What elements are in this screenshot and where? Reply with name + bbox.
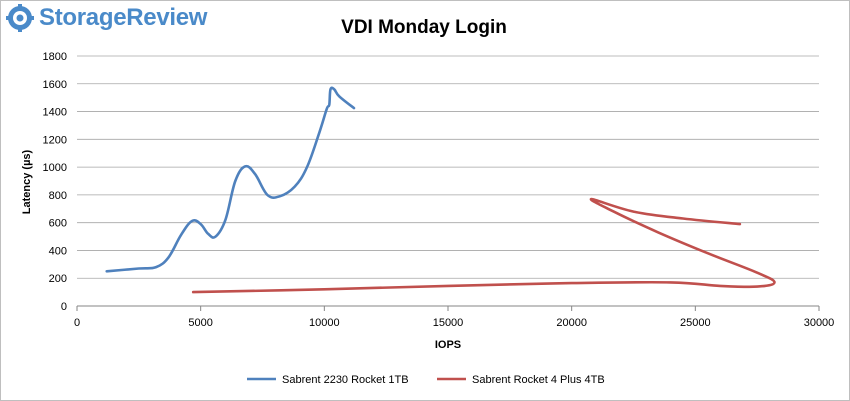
series-line-2 [191, 197, 776, 294]
x-tick-label: 10000 [309, 317, 340, 329]
y-tick-label: 1800 [43, 51, 67, 63]
y-tick-label: 600 [49, 218, 67, 230]
grid [77, 55, 819, 279]
logo: StorageReview [6, 4, 207, 32]
series-line-1 [105, 86, 356, 273]
y-tick-label: 0 [61, 301, 67, 313]
y-tick-label: 1000 [43, 162, 67, 174]
series-lines [105, 86, 776, 294]
axes: 0 200 400 600 800 1000 1200 1400 1600 1800 0 5000 10… [43, 51, 835, 329]
legend-label-1: Sabrent 2230 Rocket 1TB [282, 374, 409, 386]
x-tick-label: 30000 [804, 317, 835, 329]
logo-text: StorageReview [39, 4, 208, 31]
y-tick-label: 200 [49, 273, 67, 285]
x-tick-label: 5000 [188, 317, 212, 329]
x-tick-label: 25000 [680, 317, 711, 329]
y-tick-label: 1400 [43, 107, 67, 119]
legend-label-2: Sabrent Rocket 4 Plus 4TB [472, 374, 605, 386]
y-tick-label: 1200 [43, 134, 67, 146]
x-tick-label: 20000 [556, 317, 587, 329]
x-tick-label: 15000 [433, 317, 464, 329]
y-tick-label: 800 [49, 190, 67, 202]
x-tick-label: 0 [74, 317, 80, 329]
y-axis-label: Latency (µs) [21, 149, 33, 214]
y-tick-label: 400 [49, 245, 67, 257]
legend: Sabrent 2230 Rocket 1TB Sabrent Rocket 4 … [247, 374, 605, 386]
x-axis-label: IOPS [435, 339, 461, 351]
y-tick-label: 1600 [43, 79, 67, 91]
storagereview-gear-icon [6, 4, 34, 32]
chart-title: VDI Monday Login [341, 17, 507, 38]
